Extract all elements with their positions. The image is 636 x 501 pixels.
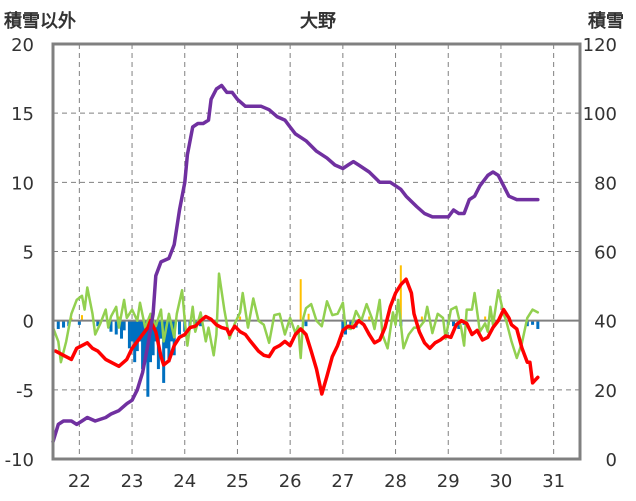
blue-bar (148, 320, 152, 363)
blue-bar (141, 320, 145, 370)
blue-bar (452, 320, 456, 327)
blue-bar (146, 320, 150, 397)
left-tick-label: 15 (11, 104, 34, 125)
x-tick-label: 27 (331, 471, 354, 492)
blue-bar (531, 320, 535, 325)
orange-bar (307, 313, 310, 321)
left-tick-label: 10 (11, 173, 34, 194)
orange-bar (399, 265, 402, 321)
right-tick-label: 60 (594, 243, 617, 264)
grid-lines (53, 44, 580, 459)
left-tick-label: 0 (23, 312, 34, 333)
left-tick-label: 20 (11, 35, 34, 56)
right-tick-label: 100 (583, 104, 617, 125)
x-tick-label: 31 (542, 471, 565, 492)
blue-bar (159, 320, 163, 339)
blue-bar (341, 320, 345, 332)
blue-bar (162, 320, 166, 383)
orange-bar (239, 316, 242, 321)
right-tick-label: 0 (606, 450, 617, 471)
x-tick-label: 24 (173, 471, 196, 492)
orange-bar (420, 316, 423, 321)
blue-bar (122, 320, 126, 331)
plot-frame (51, 42, 582, 461)
blue-bar (77, 320, 81, 325)
blue-bar (130, 320, 134, 342)
orange-bar (80, 315, 83, 321)
blue-bar (164, 320, 168, 349)
blue-bar (536, 320, 540, 329)
x-tick-label: 25 (226, 471, 249, 492)
blue-bar (127, 320, 131, 349)
tick-labels: -10 -5 0 5 10 15 20 0 20 40 60 80 100 120 22 23 24 25 26 27… (5, 35, 617, 492)
blue-bar (138, 320, 142, 342)
blue-bar (151, 320, 155, 356)
x-tick-label: 28 (384, 471, 407, 492)
x-tick-label: 23 (121, 471, 144, 492)
blue-bar (304, 320, 308, 327)
snow-depth-line (51, 83, 540, 444)
right-tick-label: 20 (594, 381, 617, 402)
x-tick-label: 30 (489, 471, 512, 492)
left-axis-title: 積雪以外 (3, 10, 76, 32)
x-tick-label: 26 (279, 471, 302, 492)
orange-bar (299, 279, 302, 321)
x-tick-label: 22 (68, 471, 91, 492)
red-series-line (53, 277, 540, 396)
series-layer (51, 83, 540, 444)
blue-bar (177, 320, 181, 335)
right-tick-label: 120 (583, 35, 617, 56)
blue-bar (135, 320, 139, 352)
blue-bar (199, 320, 203, 327)
orange-bar (484, 316, 487, 321)
blue-bar (96, 320, 100, 327)
right-tick-label: 40 (594, 312, 617, 333)
blue-bar (109, 320, 113, 332)
blue-bar (120, 320, 124, 339)
orange-bar (368, 316, 371, 321)
green-series-line (51, 272, 540, 364)
blue-bar (62, 320, 66, 328)
x-tick-label: 29 (437, 471, 460, 492)
blue-bar (143, 320, 147, 360)
blue-bar (167, 320, 171, 363)
blue-bar (114, 320, 118, 335)
left-tick-label: -10 (5, 450, 34, 471)
right-tick-label: 80 (594, 173, 617, 194)
blue-bar (56, 320, 60, 329)
right-axis-title: 積雪 (587, 10, 624, 32)
blue-bar (133, 320, 137, 363)
left-tick-label: -5 (16, 381, 34, 402)
left-tick-label: 5 (23, 243, 34, 264)
chart-title: 大野 (300, 10, 336, 32)
